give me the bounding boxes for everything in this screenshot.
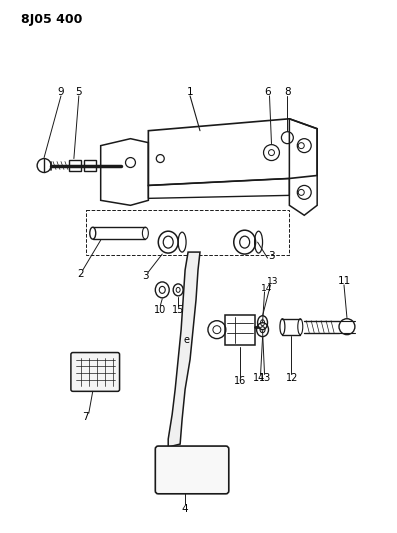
Text: 5: 5 [75, 87, 82, 97]
Text: 14: 14 [261, 285, 272, 293]
Text: 16: 16 [233, 376, 246, 386]
Text: 3: 3 [142, 271, 149, 281]
Text: 8J05 400: 8J05 400 [21, 13, 83, 26]
Text: 13: 13 [259, 374, 272, 383]
Text: 6: 6 [264, 87, 271, 97]
Text: e: e [183, 335, 189, 345]
Polygon shape [168, 252, 200, 447]
Text: 9: 9 [58, 87, 64, 97]
Text: 3: 3 [268, 251, 275, 261]
Text: 8: 8 [284, 87, 291, 97]
Text: 15: 15 [172, 305, 184, 315]
Text: 11: 11 [337, 276, 351, 286]
Text: 13: 13 [267, 277, 278, 286]
FancyBboxPatch shape [71, 352, 119, 391]
FancyBboxPatch shape [155, 446, 229, 494]
Text: 14: 14 [253, 374, 266, 383]
Text: 4: 4 [182, 504, 189, 514]
Text: 7: 7 [83, 412, 89, 422]
Text: 2: 2 [77, 269, 84, 279]
Text: 10: 10 [154, 305, 166, 315]
Text: 1: 1 [187, 87, 193, 97]
Text: 12: 12 [286, 374, 299, 383]
